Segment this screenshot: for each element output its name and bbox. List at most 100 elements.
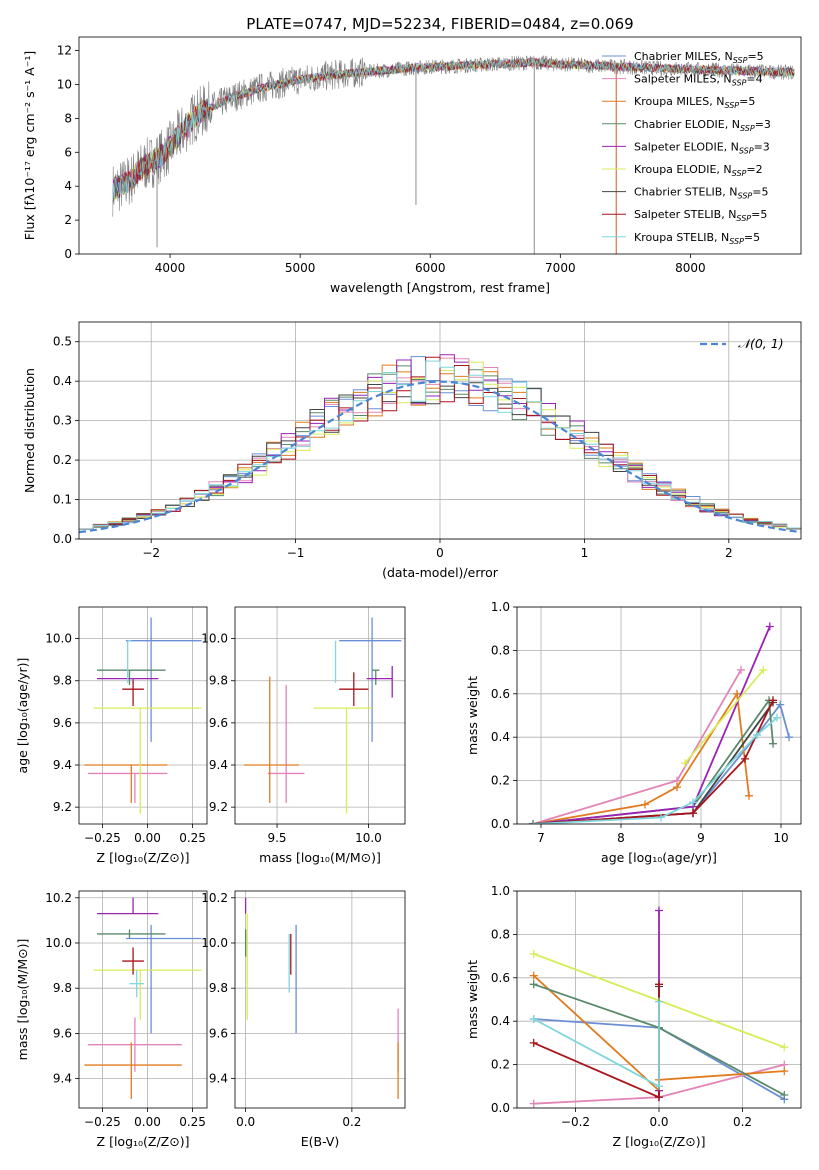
histogram-salpeter-stelib	[79, 356, 801, 530]
y-tick-label: 0.4	[53, 374, 72, 388]
axes-frame: −0.25 0.00 0.25 9.2 9.4 9.6 9.8 10.0 Z [log₁₀(Z/…	[15, 606, 208, 865]
weight-marker-chabrier-miles	[785, 733, 793, 742]
weight-marker-salpeter-stelib	[741, 754, 749, 763]
weight-line-salpeter-elodie	[532, 626, 771, 824]
weight-marker-chabrier-elodie	[780, 1090, 789, 1099]
y-tick-label: 0.1	[53, 493, 72, 507]
axes-border	[78, 890, 208, 1109]
legend-suffix: =5	[751, 208, 767, 221]
legend-entry: Chabrier STELIB, NSSP=5	[634, 186, 768, 201]
gaussian-reference-curve	[79, 380, 801, 534]
y-tick-label: 9.6	[209, 716, 228, 730]
y-tick-label: 9.2	[53, 800, 72, 814]
y-tick-label: 9.6	[209, 1026, 228, 1040]
axes-frame: −0.2 0.0 0.2 0.0 0.2 0.4 0.6 0.8 1.0 Z [log₁₀(Z/Z…	[465, 884, 802, 1149]
legend-suffix: =3	[754, 140, 770, 153]
y-tick-label: 10.2	[45, 891, 72, 905]
legend-label: Salpeter MILES, N	[634, 73, 732, 86]
x-tick-label: 0.00	[134, 831, 161, 845]
y-tick-label: 9.8	[53, 674, 72, 688]
plot-area	[84, 897, 202, 1099]
x-axis-label: mass [log₁₀(M/M⊙)]	[259, 850, 381, 865]
weight-marker-kroupa-stelib	[689, 798, 697, 807]
y-tick-label: 0.2	[53, 453, 72, 467]
y-tick-label: 0.8	[491, 643, 510, 657]
y-tick-label: 10.0	[45, 632, 72, 646]
mass-vs-ebv-panel: 0.0 0.2 9.4 9.6 9.8 10.0 10.2 E(B-V)	[201, 890, 406, 1149]
y-tick-label: 0.4	[491, 1014, 510, 1028]
x-axis-label: (data-model)/error	[382, 565, 499, 580]
x-tick-label: 2	[725, 546, 733, 560]
legend-subscript: SSP	[736, 214, 751, 223]
plot-area	[84, 617, 202, 814]
legend-suffix: =5	[744, 231, 760, 244]
weight-marker-salpeter-stelib	[689, 809, 697, 818]
weight-marker-salpeter-stelib	[655, 1093, 663, 1102]
y-tick-label: 12	[57, 44, 72, 58]
legend-label: Chabrier MILES, N	[634, 50, 733, 63]
legend-suffix: =4	[746, 73, 762, 86]
x-tick-label: 10	[773, 831, 788, 845]
x-axis-label: Z [log₁₀(Z/Z⊙)]	[97, 1134, 190, 1149]
legend-label: Salpeter ELODIE, N	[634, 140, 739, 153]
weight-line-chabrier-elodie	[532, 697, 774, 824]
age-vs-metallicity-panel: −0.25 0.00 0.25 9.2 9.4 9.6 9.8 10.0 Z [log₁₀(Z/…	[15, 606, 208, 865]
plot-area	[244, 897, 399, 1099]
y-tick-label: 1.0	[491, 600, 510, 614]
legend-entry: Salpeter ELODIE, NSSP=3	[634, 140, 770, 155]
y-tick-label: 9.8	[209, 981, 228, 995]
x-tick-label: 0.0	[236, 1115, 255, 1129]
weight-marker-kroupa-miles	[780, 1067, 789, 1076]
x-tick-label: −2	[142, 546, 160, 560]
weight-vs-metallicity-panel: −0.2 0.0 0.2 0.0 0.2 0.4 0.6 0.8 1.0 Z [log₁₀(Z/Z…	[465, 884, 802, 1149]
weight-marker-kroupa-stelib	[773, 713, 781, 722]
legend-subscript: SSP	[732, 79, 747, 88]
y-tick-label: 9.6	[53, 716, 72, 730]
weight-marker-salpeter-miles	[529, 1099, 538, 1108]
legend-suffix: =5	[752, 186, 768, 199]
y-tick-label: 9.4	[209, 1072, 228, 1086]
y-tick-label: 0.6	[491, 971, 510, 985]
legend-entry: Kroupa STELIB, NSSP=5	[634, 231, 760, 246]
y-tick-label: 0.0	[491, 1101, 510, 1115]
weight-marker-kroupa-miles	[673, 783, 681, 792]
axes-frame: 7 8 9 10 0.0 0.2 0.4 0.6 0.8 1.0 age [log₁₀(age/yr…	[465, 600, 802, 865]
axes-border	[78, 606, 208, 825]
weight-marker-salpeter-elodie	[655, 906, 663, 915]
plot-area	[529, 622, 793, 824]
weight-line-chabrier-miles	[532, 702, 790, 824]
model-spectrum-salpeter-stelib	[112, 57, 795, 202]
weight-marker-chabrier-elodie	[529, 980, 538, 989]
y-tick-label: 8	[64, 111, 72, 125]
legend-label: Kroupa ELODIE, N	[634, 163, 732, 176]
y-tick-label: 6	[64, 145, 72, 159]
weight-marker-kroupa-stelib	[655, 1082, 663, 1091]
weight-marker-salpeter-elodie	[765, 622, 774, 631]
y-tick-label: 0.0	[491, 817, 510, 831]
y-tick-label: 0.2	[491, 774, 510, 788]
weight-line-salpeter-stelib	[533, 984, 660, 1099]
axes-frame: 9.5 10.0 9.2 9.4 9.6 9.8 10.0 mass [log₁₀(M/M⊙)…	[201, 606, 406, 865]
x-tick-label: −0.2	[561, 1115, 590, 1129]
legend-subscript: SSP	[739, 146, 754, 155]
weight-marker-kroupa-miles	[529, 971, 538, 980]
weight-marker-salpeter-stelib	[529, 1038, 538, 1047]
x-tick-label: 10.0	[355, 831, 382, 845]
weight-line-salpeter-stelib	[532, 699, 774, 824]
weight-line-salpeter-miles	[532, 669, 742, 824]
y-tick-label: 9.4	[53, 758, 72, 772]
legend-entry: Chabrier MILES, NSSP=5	[634, 50, 764, 65]
x-tick-label: −1	[287, 546, 305, 560]
x-tick-label: 0	[436, 546, 444, 560]
x-axis-label: age [log₁₀(age/yr)]	[601, 850, 717, 865]
spectrum-panel: 4000 5000 6000 7000 8000 0 2 4 6 8 10 12 wavelength …	[22, 36, 802, 295]
legend-suffix: =2	[746, 163, 762, 176]
y-tick-label: 0.8	[491, 927, 510, 941]
x-tick-label: 7000	[545, 261, 576, 275]
weight-marker-kroupa-stelib	[753, 731, 761, 740]
weight-marker-kroupa-stelib	[529, 1015, 538, 1024]
x-tick-label: 8	[617, 831, 625, 845]
y-axis-label: age [log₁₀(age/yr)]	[15, 658, 30, 774]
y-axis-label: Normed distribution	[22, 368, 37, 493]
legend-suffix: =5	[739, 95, 755, 108]
